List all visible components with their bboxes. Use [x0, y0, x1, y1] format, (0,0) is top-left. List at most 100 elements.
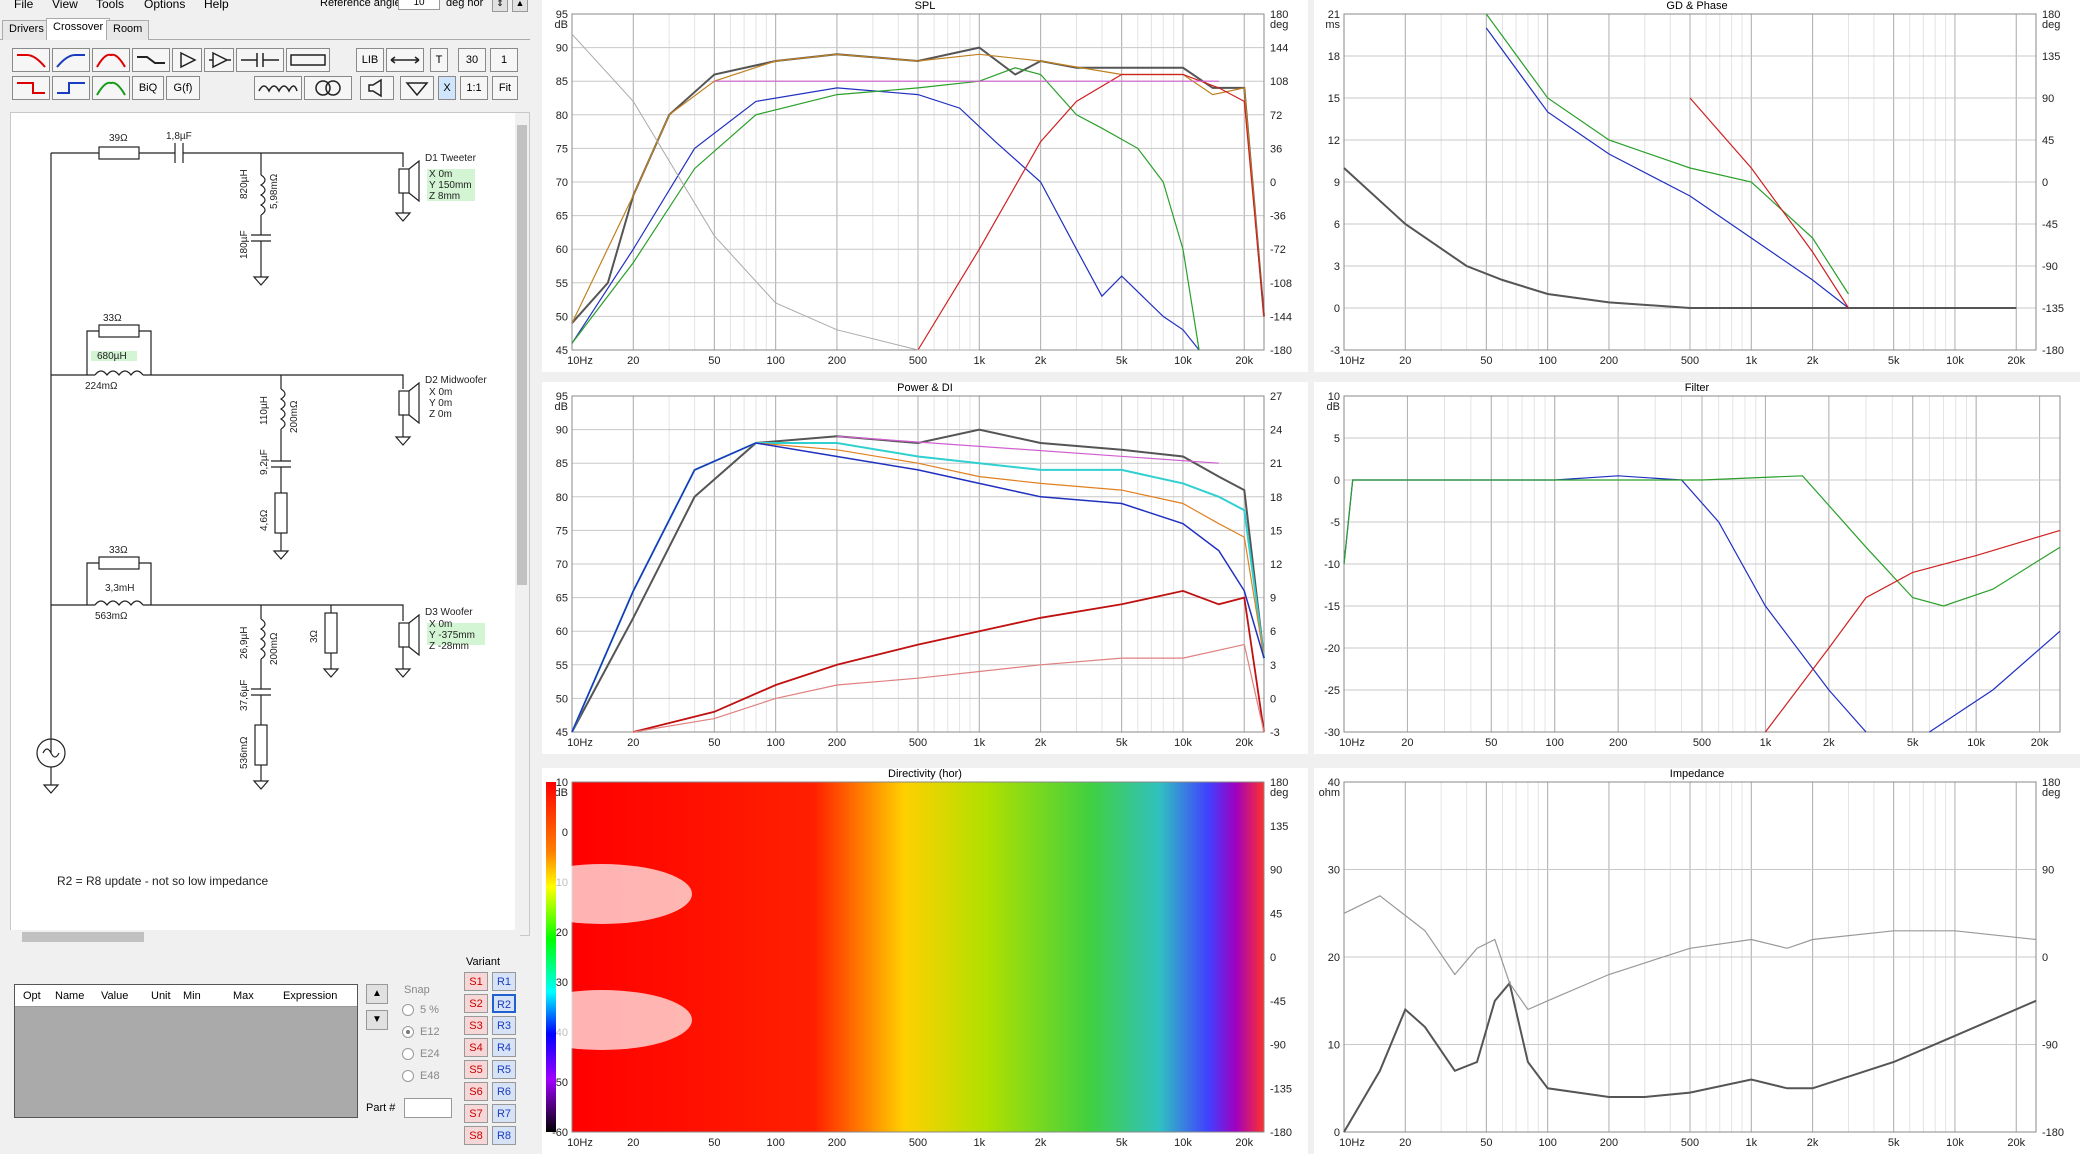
variant-s-button[interactable]: S5 [464, 1060, 488, 1079]
left-tick-label: 85 [556, 458, 568, 470]
scale-1to1-button[interactable]: 1:1 [460, 76, 488, 100]
variant-s-button[interactable]: S6 [464, 1082, 488, 1101]
highpass-red-button[interactable] [12, 48, 50, 72]
ground-button[interactable] [400, 76, 434, 100]
resistor-icon [290, 54, 326, 66]
gf-button[interactable]: G(f) [166, 76, 200, 100]
snap-5pct-radio[interactable] [402, 1004, 414, 1016]
inductor-button[interactable] [254, 76, 302, 100]
parameter-table-header: Opt Name Value Unit Min Max Expression [15, 985, 357, 1007]
steps-30-button[interactable]: 30 [458, 48, 486, 72]
speaker-button[interactable] [360, 76, 394, 100]
variant-s-button[interactable]: S7 [464, 1104, 488, 1123]
vscroll-thumb[interactable] [517, 125, 527, 585]
left-tick-label: 75 [556, 525, 568, 537]
capacitor-button[interactable] [236, 48, 284, 72]
response-curve [571, 33, 980, 351]
bandpass-green-button[interactable] [92, 76, 130, 100]
left-tick-label: 0 [1334, 303, 1340, 315]
mid-inductor-res-label: 224mΩ [85, 381, 118, 392]
wire-button[interactable] [386, 48, 424, 72]
impedance-plot[interactable]: Impedance 40 30 20 10 0 ohm 180 90 0 -90 -180 deg 10H… [1314, 768, 2080, 1154]
right-tick-label: 108 [1270, 76, 1288, 88]
transformer-button[interactable] [304, 76, 352, 100]
variant-r-button[interactable]: R4 [492, 1038, 516, 1057]
move-down-button[interactable]: ▼ [366, 1010, 388, 1030]
part-number-input[interactable] [404, 1098, 452, 1118]
left-tick-label: 5 [1334, 433, 1340, 445]
bandpass-red-button[interactable] [92, 48, 130, 72]
lowpass-blue-button[interactable] [52, 48, 90, 72]
tweeter-inductor-res-label: 5,98mΩ [269, 173, 280, 209]
move-up-button[interactable]: ▲ [366, 984, 388, 1004]
resistor-button[interactable] [286, 48, 330, 72]
ground-icon [405, 82, 429, 97]
buffer-icon [209, 51, 231, 69]
right-tick-label: 3 [1270, 660, 1276, 672]
variant-s-button[interactable]: S8 [464, 1126, 488, 1145]
directivity-plot[interactable]: Directivity (hor)100-10-20-30-40-50-60dB… [542, 768, 1308, 1154]
snap-e24-radio[interactable] [402, 1048, 414, 1060]
gd-phase-plot[interactable]: GD & Phase 21 18 15 12 9 6 3 0 -3 ms 180 135 90 45 0 -45… [1314, 0, 2080, 372]
driver-d2-y: Y 0m [429, 398, 452, 409]
variant-r-button[interactable]: R2 [492, 994, 516, 1013]
left-tick-label: 9 [1334, 177, 1340, 189]
reference-angle-input[interactable]: 10 [398, 0, 440, 10]
angle-spin-icon[interactable]: ⇕ [492, 0, 508, 12]
power-di-plot[interactable]: Power & DI 95 90 85 80 75 70 65 60 55 50 45 dB 27 24 21… [542, 382, 1308, 754]
highpass2-button[interactable] [12, 76, 50, 100]
variant-r-button[interactable]: R1 [492, 972, 516, 991]
variant-r-button[interactable]: R5 [492, 1060, 516, 1079]
freq-tick-label: 50 [1485, 737, 1497, 749]
filter-plot[interactable]: Filter 10 5 0 -5 -10 -15 -20 -25 -30 dB 10Hz 20 50 100… [1314, 382, 2080, 754]
spl-plot[interactable]: SPL 95 90 85 80 75 70 65 60 55 50 45 dB 180 144 108 72 36… [542, 0, 1308, 372]
angle-up-icon[interactable]: ▲ [512, 0, 528, 12]
variant-s-button[interactable]: S1 [464, 972, 488, 991]
menu-view[interactable]: View [52, 0, 78, 11]
variant-s-button[interactable]: S2 [464, 994, 488, 1013]
amplifier-button[interactable] [172, 48, 202, 72]
freq-tick-label: 50 [1480, 355, 1492, 367]
snap-e12-radio[interactable] [402, 1026, 414, 1038]
x-toggle-button[interactable]: X [438, 76, 456, 100]
mid-cap-label: 9,2µF [259, 449, 270, 475]
shelf-button[interactable] [132, 48, 170, 72]
tweeter-cap-label: 1,8µF [166, 131, 192, 142]
steps-1-button[interactable]: 1 [490, 48, 518, 72]
spl-chart-svg: 95 90 85 80 75 70 65 60 55 50 45 dB 180 144 108 72 36 0 -3… [555, 9, 1293, 367]
buffer-button[interactable] [204, 48, 234, 72]
right-unit-label: deg [2042, 19, 2060, 31]
variant-r-button[interactable]: R6 [492, 1082, 516, 1101]
variant-r-button[interactable]: R7 [492, 1104, 516, 1123]
woofer-inductor2-label: 26,9µH [239, 627, 250, 659]
snap-e48-radio[interactable] [402, 1070, 414, 1082]
left-tick-label: 60 [556, 244, 568, 256]
schematic-vscroll[interactable] [515, 113, 529, 935]
hscroll-thumb[interactable] [22, 932, 144, 942]
menu-tools[interactable]: Tools [96, 0, 125, 11]
tab-drivers[interactable]: Drivers [2, 20, 51, 40]
lowpass2-button[interactable] [52, 76, 90, 100]
crossover-schematic[interactable]: 39Ω 1,8µF 820µH 5,98mΩ 180µF D1 Tweeter … [10, 112, 530, 936]
variant-r-button[interactable]: R8 [492, 1126, 516, 1145]
menu-file[interactable]: File [14, 0, 34, 11]
left-tick-label: 95 [556, 9, 568, 21]
biquad-button[interactable]: BiQ [132, 76, 164, 100]
tab-crossover[interactable]: Crossover [46, 18, 111, 40]
text-button[interactable]: T [430, 48, 448, 72]
variant-s-button[interactable]: S4 [464, 1038, 488, 1057]
variant-s-button[interactable]: S3 [464, 1016, 488, 1035]
speaker-icon [368, 78, 382, 98]
schematic-hscroll[interactable] [10, 930, 520, 944]
menu-help[interactable]: Help [204, 0, 229, 11]
fit-button[interactable]: Fit [492, 76, 518, 100]
menu-options[interactable]: Options [144, 0, 186, 11]
library-button[interactable]: LIB [356, 48, 384, 72]
variant-r-button[interactable]: R3 [492, 1016, 516, 1035]
parameter-table[interactable]: Opt Name Value Unit Min Max Expression [14, 984, 358, 1118]
response-curve [633, 643, 1265, 733]
tab-room[interactable]: Room [106, 20, 150, 40]
freq-tick-label: 2k [1807, 1137, 1819, 1149]
freq-tick-label: 2k [1807, 355, 1819, 367]
